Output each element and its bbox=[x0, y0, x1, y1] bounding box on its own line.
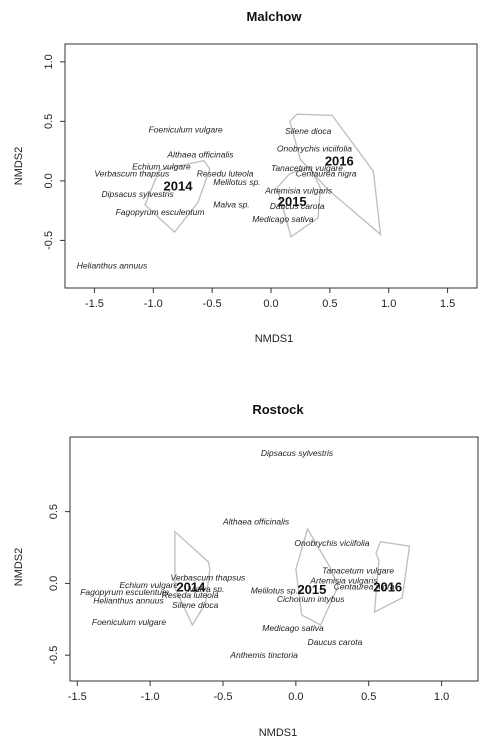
species-label: Althaea officinalis bbox=[166, 150, 234, 160]
species-label: Medicago sativa bbox=[262, 623, 324, 633]
species-label: Centaurea nigra bbox=[334, 581, 395, 591]
species-label: Daucus carota bbox=[270, 201, 325, 211]
species-label: Centaurea nigra bbox=[296, 169, 357, 179]
x-tick-label: 1.5 bbox=[440, 298, 455, 310]
x-tick-label: -1.0 bbox=[141, 691, 160, 703]
y-axis-ticks: -0.5 0.0 0.5 1.0 bbox=[43, 54, 65, 250]
y-axis-title: NMDS2 bbox=[13, 147, 25, 186]
y-axis-title: NMDS2 bbox=[13, 548, 25, 587]
hull-2015 bbox=[295, 527, 339, 626]
species-label: Onobrychis viciifolia bbox=[277, 144, 352, 154]
y-axis-ticks: -0.5 0.0 0.5 bbox=[48, 504, 70, 665]
malchow-panel: Malchow NMDS1 NMDS2 -1.5 -1.0 -0.5 0.0 0.5 1.… bbox=[13, 9, 478, 345]
x-tick-label: 0.5 bbox=[361, 691, 376, 703]
x-tick-label: -1.5 bbox=[85, 298, 104, 310]
species-label: Echium vulgare bbox=[120, 580, 179, 590]
species-label: Silene dioca bbox=[285, 126, 332, 136]
species-label: Silene dioca bbox=[172, 600, 219, 610]
species-label: Helianthus annuus bbox=[77, 260, 148, 270]
y-tick-label: -0.5 bbox=[43, 231, 55, 250]
year-label-2014: 2014 bbox=[176, 579, 206, 594]
species-label: Artemisia vulgaris bbox=[264, 185, 333, 195]
chart-title: Malchow bbox=[247, 9, 303, 24]
y-tick-label: 0.0 bbox=[48, 576, 60, 591]
species-label: Cichorium intybus bbox=[277, 594, 345, 604]
hull-2014 bbox=[174, 530, 211, 627]
x-tick-label: -1.5 bbox=[68, 691, 87, 703]
year-label-2016: 2016 bbox=[325, 154, 354, 169]
x-tick-label: 0.5 bbox=[322, 298, 337, 310]
species-label: Malva sp. bbox=[213, 200, 249, 210]
x-tick-label: 0.0 bbox=[288, 691, 303, 703]
species-label: Foeniculum vulgare bbox=[92, 617, 166, 627]
species-label: Dipsacus sylvestris bbox=[261, 448, 334, 458]
species-label: Dipsacus sylvestris bbox=[102, 189, 175, 199]
x-axis-title: NMDS1 bbox=[255, 333, 294, 345]
species-label: Medicago sativa bbox=[252, 214, 314, 224]
species-label: Melilotus sp. bbox=[213, 177, 260, 187]
year-label-2015: 2015 bbox=[297, 582, 326, 597]
species-label: Foeniculum vulgare bbox=[149, 125, 223, 135]
species-label: Verbascum thapsus bbox=[94, 169, 170, 179]
species-label: Anthemis tinctoria bbox=[229, 650, 298, 660]
species-label: Echium vulgare bbox=[132, 162, 191, 172]
y-tick-label: -0.5 bbox=[48, 646, 60, 665]
x-tick-label: 0.0 bbox=[263, 298, 278, 310]
hull-2014 bbox=[144, 159, 211, 234]
hull-2016 bbox=[373, 541, 411, 614]
hull-2016 bbox=[289, 113, 382, 236]
species-label: Fagopyrum esculentum bbox=[116, 207, 205, 217]
rostock-panel: Rostock NMDS1 NMDS2 -1.5 -1.0 -0.5 0.0 0.5 1.… bbox=[13, 402, 479, 739]
x-tick-label: 1.0 bbox=[434, 691, 449, 703]
species-label: Verbascum thapsus bbox=[171, 573, 247, 583]
group-hulls bbox=[174, 527, 411, 627]
year-label-2016: 2016 bbox=[373, 579, 402, 594]
x-tick-label: -0.5 bbox=[214, 691, 233, 703]
group-hulls bbox=[144, 113, 382, 238]
y-tick-label: 1.0 bbox=[43, 54, 55, 69]
year-centroid-labels: 2014 2015 2016 bbox=[164, 154, 354, 210]
y-tick-label: 0.5 bbox=[43, 114, 55, 129]
plot-frame bbox=[69, 436, 479, 682]
species-label: Fagopyrum esculentum bbox=[80, 587, 169, 597]
x-tick-label: -1.0 bbox=[144, 298, 163, 310]
year-label-2014: 2014 bbox=[164, 179, 194, 194]
x-axis-title: NMDS1 bbox=[259, 727, 298, 739]
year-centroid-labels: 2014 2015 2016 bbox=[176, 579, 402, 597]
species-label: Resedu luteola bbox=[197, 169, 254, 179]
species-label: Tanacetum vulgare bbox=[322, 566, 394, 576]
species-label: Artemisia vulgaris bbox=[309, 576, 378, 586]
x-tick-label: 1.0 bbox=[381, 298, 396, 310]
species-label: Althaea officinalis bbox=[222, 517, 290, 527]
species-label: Daucus carota bbox=[308, 637, 363, 647]
species-labels: Foeniculum vulgare Silene dioca Onobrychis… bbox=[77, 125, 357, 271]
species-label: Onobrychis viciifolia bbox=[294, 538, 369, 548]
x-tick-label: -0.5 bbox=[203, 298, 222, 310]
species-label: Malva sp. bbox=[188, 584, 224, 594]
species-labels: Dipsacus sylvestris Althaea officinalis On… bbox=[80, 448, 395, 660]
x-axis-ticks: -1.5 -1.0 -0.5 0.0 0.5 1.0 bbox=[68, 681, 449, 703]
species-label: Tanacetum vulgare bbox=[271, 163, 343, 173]
hull-2015 bbox=[276, 165, 322, 238]
y-tick-label: 0.0 bbox=[43, 173, 55, 188]
x-axis-ticks: -1.5 -1.0 -0.5 0.0 0.5 1.0 1.5 bbox=[85, 288, 455, 310]
year-label-2015: 2015 bbox=[278, 194, 307, 209]
species-label: Helianthus annuus bbox=[93, 596, 164, 606]
species-label: Melilotus sp. bbox=[251, 586, 298, 596]
species-label: Reseda luteola bbox=[162, 590, 219, 600]
y-tick-label: 0.5 bbox=[48, 504, 60, 519]
chart-title: Rostock bbox=[252, 402, 304, 417]
